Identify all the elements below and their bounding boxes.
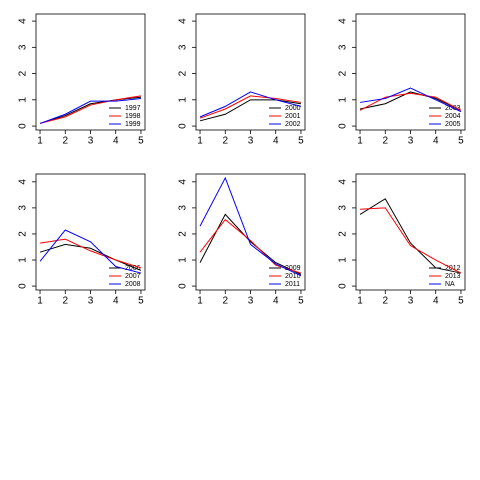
x-tick-label: 1 bbox=[357, 136, 363, 147]
x-tick-label: 3 bbox=[88, 136, 94, 147]
y-tick-label: 4 bbox=[178, 179, 189, 185]
x-tick-label: 1 bbox=[37, 296, 43, 307]
legend-label: 2011 bbox=[285, 281, 300, 288]
y-tick-label: 1 bbox=[178, 97, 189, 103]
y-tick-label: 3 bbox=[338, 205, 349, 211]
x-tick-label: 5 bbox=[458, 136, 464, 147]
y-tick-label: 3 bbox=[178, 44, 189, 50]
legend-label: 2010 bbox=[285, 273, 301, 280]
y-tick-label: 2 bbox=[178, 231, 189, 237]
series-line bbox=[359, 198, 462, 274]
y-tick-label: 0 bbox=[18, 123, 29, 129]
y-tick-label: 4 bbox=[338, 179, 349, 185]
y-tick-label: 0 bbox=[178, 283, 189, 289]
y-tick-label: 0 bbox=[338, 123, 349, 129]
x-tick-label: 3 bbox=[88, 296, 94, 307]
series-line bbox=[360, 207, 462, 274]
legend-label: 2009 bbox=[285, 265, 301, 272]
x-tick-label: 2 bbox=[222, 136, 228, 147]
x-tick-label: 1 bbox=[197, 136, 203, 147]
y-tick-label: 4 bbox=[18, 18, 29, 24]
y-tick-label: 3 bbox=[18, 44, 29, 50]
x-tick-label: 3 bbox=[248, 296, 254, 307]
series-line bbox=[359, 91, 462, 111]
legend-label: 2005 bbox=[445, 121, 461, 128]
legend-label: 2008 bbox=[125, 281, 141, 288]
y-tick-label: 4 bbox=[338, 18, 349, 24]
legend-label: 2000 bbox=[285, 105, 301, 112]
x-tick-label: 4 bbox=[273, 136, 279, 147]
y-tick-label: 1 bbox=[18, 97, 29, 103]
x-tick-label: 2 bbox=[222, 296, 228, 307]
y-tick-label: 3 bbox=[178, 205, 189, 211]
y-tick-label: 2 bbox=[18, 70, 29, 76]
x-tick-label: 2 bbox=[62, 136, 68, 147]
x-tick-label: 5 bbox=[458, 296, 464, 307]
x-tick-label: 5 bbox=[138, 136, 144, 147]
y-tick-label: 3 bbox=[18, 205, 29, 211]
x-tick-label: 4 bbox=[113, 296, 119, 307]
y-tick-label: 1 bbox=[338, 257, 349, 263]
series-line bbox=[39, 229, 142, 274]
x-tick-label: 1 bbox=[37, 136, 43, 147]
y-tick-label: 2 bbox=[18, 231, 29, 237]
series-line bbox=[39, 98, 142, 124]
x-tick-label: 2 bbox=[382, 296, 388, 307]
y-tick-label: 1 bbox=[18, 257, 29, 263]
y-tick-label: 4 bbox=[178, 18, 189, 24]
x-tick-label: 4 bbox=[433, 136, 439, 147]
x-tick-label: 4 bbox=[433, 296, 439, 307]
series-line bbox=[39, 95, 142, 124]
legend-label: 2004 bbox=[445, 113, 461, 120]
x-tick-label: 2 bbox=[62, 296, 68, 307]
legend-label: 2013 bbox=[445, 273, 461, 280]
y-tick-label: 0 bbox=[178, 123, 189, 129]
series-line bbox=[39, 238, 142, 269]
x-tick-label: 4 bbox=[113, 136, 119, 147]
x-tick-label: 3 bbox=[408, 136, 414, 147]
x-tick-label: 3 bbox=[248, 136, 254, 147]
x-tick-label: 5 bbox=[298, 296, 304, 307]
series-line bbox=[199, 95, 302, 119]
legend-label: 2001 bbox=[285, 113, 301, 120]
y-tick-label: 2 bbox=[338, 70, 349, 76]
x-tick-label: 1 bbox=[357, 296, 363, 307]
legend-label: 1999 bbox=[125, 121, 141, 128]
y-tick-label: 1 bbox=[338, 97, 349, 103]
legend-label: NA bbox=[445, 281, 455, 288]
y-tick-label: 2 bbox=[338, 231, 349, 237]
legend-label: 2002 bbox=[285, 121, 301, 128]
y-tick-label: 1 bbox=[178, 257, 189, 263]
series-line bbox=[359, 87, 462, 113]
series-line bbox=[199, 176, 302, 277]
legend-label: 1998 bbox=[125, 113, 141, 120]
y-tick-label: 0 bbox=[338, 283, 349, 289]
legend-label: 2007 bbox=[125, 273, 141, 280]
x-tick-label: 3 bbox=[408, 296, 414, 307]
y-tick-label: 2 bbox=[178, 70, 189, 76]
y-tick-label: 4 bbox=[18, 179, 29, 185]
x-tick-label: 5 bbox=[138, 296, 144, 307]
series-line bbox=[359, 92, 462, 111]
x-tick-label: 1 bbox=[197, 296, 203, 307]
y-tick-label: 0 bbox=[18, 283, 29, 289]
y-tick-label: 3 bbox=[338, 44, 349, 50]
series-line bbox=[39, 243, 142, 271]
x-tick-label: 4 bbox=[273, 296, 279, 307]
legend-label: 1997 bbox=[125, 105, 141, 112]
legend-label: 2006 bbox=[125, 265, 141, 272]
x-tick-label: 5 bbox=[298, 136, 304, 147]
series-line bbox=[199, 99, 302, 122]
series-line bbox=[199, 91, 302, 118]
x-tick-label: 2 bbox=[382, 136, 388, 147]
